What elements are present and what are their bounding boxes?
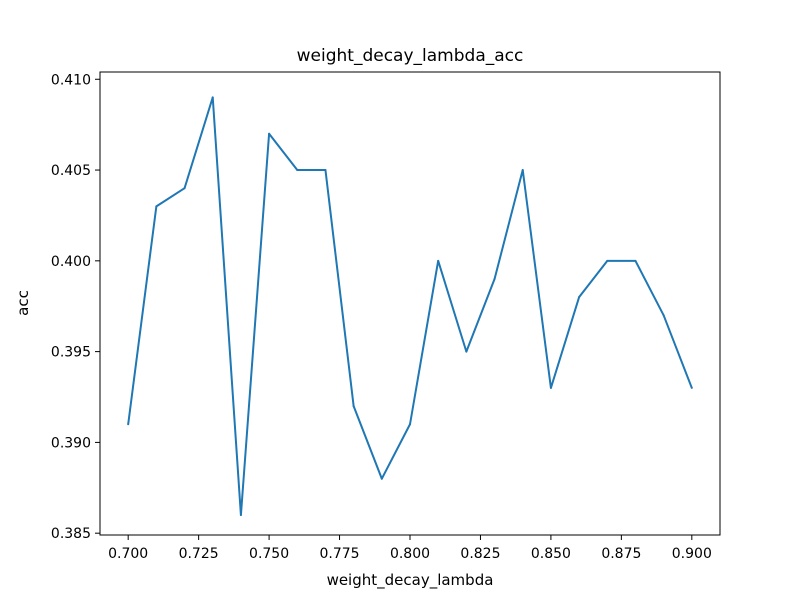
data-point (521, 169, 524, 172)
data-point (155, 205, 158, 208)
y-tick-label: 0.405 (51, 163, 91, 179)
x-axis-label: weight_decay_lambda (327, 571, 494, 590)
y-tick-label: 0.410 (51, 72, 91, 88)
series-layer (127, 96, 693, 517)
data-point (409, 423, 411, 426)
x-tick-label: 0.850 (531, 546, 571, 562)
y-tick-label: 0.400 (51, 254, 91, 270)
data-point (127, 423, 130, 426)
data-point (268, 132, 271, 135)
x-tick-label: 0.800 (390, 546, 430, 562)
plot-area (99, 71, 721, 536)
data-point (437, 259, 440, 262)
x-tick-label: 0.775 (319, 546, 359, 562)
x-tick-label: 0.725 (179, 546, 219, 562)
y-tick-label: 0.390 (51, 435, 91, 451)
data-point (183, 187, 186, 190)
x-tick-label: 0.750 (249, 546, 289, 562)
data-point (324, 169, 327, 172)
data-point (380, 477, 383, 480)
x-tick-label: 0.700 (108, 546, 148, 562)
data-point (239, 514, 242, 517)
x-axis: 0.700 0.725 0.750 0.775 0.800 0.825 0.850 0.875… (108, 535, 712, 562)
data-point (549, 386, 552, 389)
chart-title: weight_decay_lambda_acc (297, 46, 524, 66)
data-point (690, 386, 693, 389)
data-point (296, 169, 299, 172)
data-point (211, 96, 214, 99)
y-tick-label: 0.395 (51, 345, 91, 361)
y-axis-label: acc (14, 290, 32, 316)
data-point (465, 350, 468, 353)
x-tick-label: 0.825 (460, 546, 500, 562)
y-axis: 0.385 0.390 0.395 0.400 0.405 0.410 (51, 72, 100, 542)
y-tick-label: 0.385 (51, 526, 91, 542)
data-point (662, 314, 665, 317)
x-tick-label: 0.875 (601, 546, 641, 562)
data-point (352, 405, 355, 408)
x-tick-label: 0.900 (672, 546, 712, 562)
data-point (634, 259, 637, 262)
data-point (578, 296, 581, 299)
data-point (493, 277, 496, 280)
data-point (606, 259, 609, 262)
